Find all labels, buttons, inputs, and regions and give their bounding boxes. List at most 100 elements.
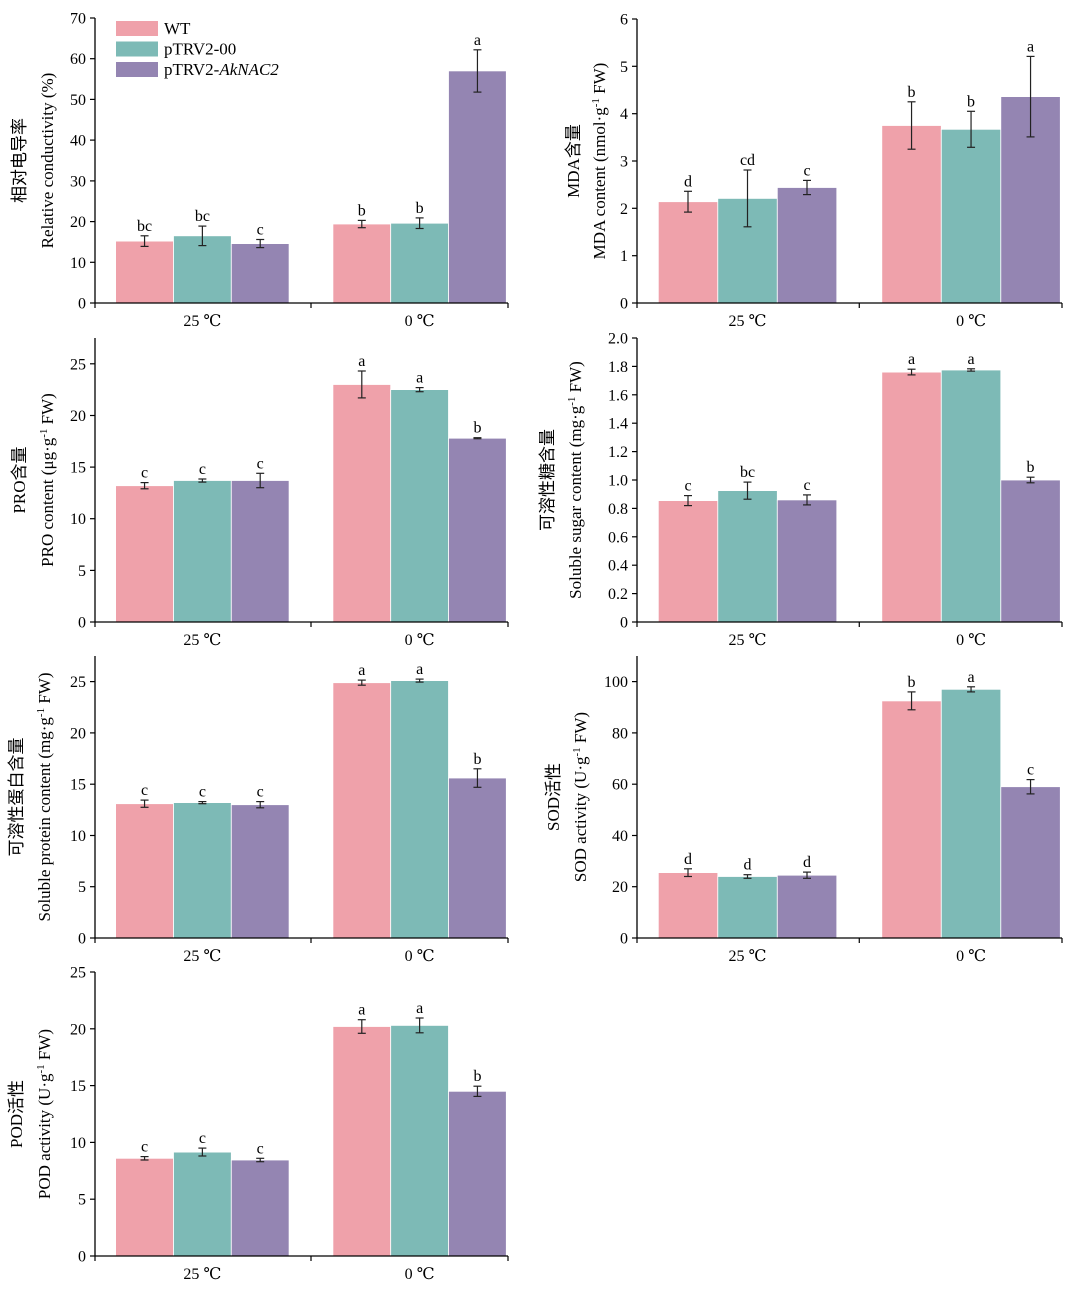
y-tick-label: 5	[78, 1192, 86, 1209]
bar	[173, 480, 232, 623]
y-tick-label: 40	[70, 133, 86, 150]
chart-mda: d b cd b c a 0 1 2 3 4 5 6 25 ℃ 0 ℃ MDA含量 MDA content (n…	[564, 12, 1063, 330]
significance-letter: d	[684, 851, 692, 868]
y-axis-label-cn: SOD活性	[544, 763, 563, 831]
y-tick-label: 6	[620, 12, 628, 29]
bar	[448, 1090, 507, 1257]
bar	[717, 490, 778, 623]
y-tick-label: 5	[78, 879, 86, 896]
y-tick-label: 20	[612, 879, 628, 896]
y-axis-label-en: Soluble sugar content (mg·g-1 FW)	[566, 361, 585, 599]
bar	[940, 688, 1002, 939]
legend-swatch	[116, 41, 158, 57]
significance-letter: a	[967, 351, 974, 368]
bar	[940, 369, 1002, 623]
y-axis-label-en: Relative conductivity (%)	[38, 73, 57, 249]
x-tick-label: 25 ℃	[183, 632, 221, 649]
y-axis-label-cn: MDA含量	[564, 124, 583, 198]
y-tick-label: 10	[70, 511, 86, 528]
legend-swatch	[116, 62, 158, 77]
bar	[173, 1151, 232, 1257]
y-tick-label: 1.6	[608, 387, 628, 404]
significance-letter: bc	[195, 208, 210, 225]
y-tick-label: 10	[70, 255, 86, 272]
significance-letter: b	[416, 200, 424, 217]
significance-letter: b	[473, 1068, 481, 1085]
y-axis-label-en: POD activity (U·g-1 FW)	[35, 1029, 54, 1199]
y-tick-label: 100	[604, 674, 628, 691]
significance-letter: c	[803, 477, 810, 494]
x-tick-label: 0 ℃	[405, 948, 435, 965]
significance-letter: b	[473, 420, 481, 437]
bar	[448, 437, 507, 623]
y-tick-label: 0.6	[608, 529, 628, 546]
significance-letter: d	[744, 857, 752, 874]
significance-letter: a	[358, 662, 365, 679]
significance-letter: a	[967, 669, 974, 686]
y-tick-label: 25	[70, 965, 86, 982]
significance-letter: d	[684, 173, 692, 190]
legend-label: pTRV2-AkNAC2	[164, 60, 279, 79]
y-tick-label: 0	[620, 296, 628, 313]
significance-letter: c	[257, 1140, 264, 1157]
y-axis-label-en: SOD activity (U·g-1 FW)	[571, 712, 590, 882]
bar	[657, 201, 719, 304]
y-tick-label: 60	[612, 777, 628, 794]
bar	[173, 802, 232, 939]
significance-letter: bc	[740, 464, 755, 481]
y-tick-label: 1.2	[608, 444, 628, 461]
y-tick-label: 0	[620, 931, 628, 948]
bar	[1000, 479, 1061, 623]
significance-letter: c	[199, 1130, 206, 1147]
bar	[332, 223, 392, 304]
y-tick-label: 20	[70, 408, 86, 425]
significance-letter: c	[803, 162, 810, 179]
significance-letter: a	[416, 661, 423, 678]
y-axis-label-cn: 可溶性蛋白含量	[7, 738, 26, 857]
chart-sugar: c a bc a c b 0 0.2 0.4 0.6 0.8 1.0 1.2 1.4 1.6 1.8 2.0 25…	[538, 331, 1063, 649]
bar	[115, 240, 174, 304]
x-tick-label: 25 ℃	[729, 632, 767, 649]
y-tick-label: 80	[612, 725, 628, 742]
significance-letter: b	[1027, 459, 1035, 476]
y-tick-label: 20	[70, 1021, 86, 1038]
bar	[657, 872, 719, 939]
chart-pod: c a c a c b 0 5 10 15 20 25 25 ℃ 0 ℃ POD活性 POD activity…	[7, 965, 509, 1283]
x-tick-label: 0 ℃	[956, 632, 986, 649]
y-tick-label: 0.4	[608, 558, 628, 575]
bar	[332, 1026, 392, 1257]
significance-letter: b	[473, 751, 481, 768]
y-tick-label: 3	[620, 154, 628, 171]
significance-letter: a	[358, 353, 365, 370]
y-axis-label-cn: 可溶性糖含量	[538, 429, 557, 531]
y-axis-label-cn: 相对电导率	[10, 118, 29, 203]
bar	[1000, 786, 1061, 939]
y-tick-label: 4	[620, 106, 628, 123]
bar	[390, 389, 449, 623]
significance-letter: b	[908, 84, 916, 101]
y-axis-label-cn: PRO含量	[10, 446, 29, 513]
bar	[115, 803, 174, 939]
significance-letter: c	[684, 478, 691, 495]
chart-protein: c a c a c b 0 5 10 15 20 25 25 ℃ 0 ℃ 可溶性蛋白含量 Soluble pr…	[7, 656, 509, 965]
legend-label: pTRV2-00	[164, 40, 236, 59]
x-tick-label: 25 ℃	[183, 313, 221, 330]
bar	[115, 1157, 174, 1257]
significance-letter: a	[416, 370, 423, 387]
significance-letter: c	[141, 782, 148, 799]
significance-letter: c	[1027, 762, 1034, 779]
y-tick-label: 0	[78, 931, 86, 948]
bar	[390, 680, 449, 939]
y-tick-label: 0.2	[608, 586, 628, 603]
significance-letter: a	[474, 32, 481, 49]
significance-letter: b	[358, 202, 366, 219]
y-tick-label: 1.0	[608, 473, 628, 490]
significance-letter: b	[967, 93, 975, 110]
y-tick-label: 2	[620, 201, 628, 218]
y-tick-label: 15	[70, 777, 86, 794]
y-tick-label: 0	[78, 1249, 86, 1266]
y-axis-label-en: PRO content (μg·g-1 FW)	[38, 393, 57, 567]
bar	[448, 777, 507, 939]
y-tick-label: 40	[612, 828, 628, 845]
